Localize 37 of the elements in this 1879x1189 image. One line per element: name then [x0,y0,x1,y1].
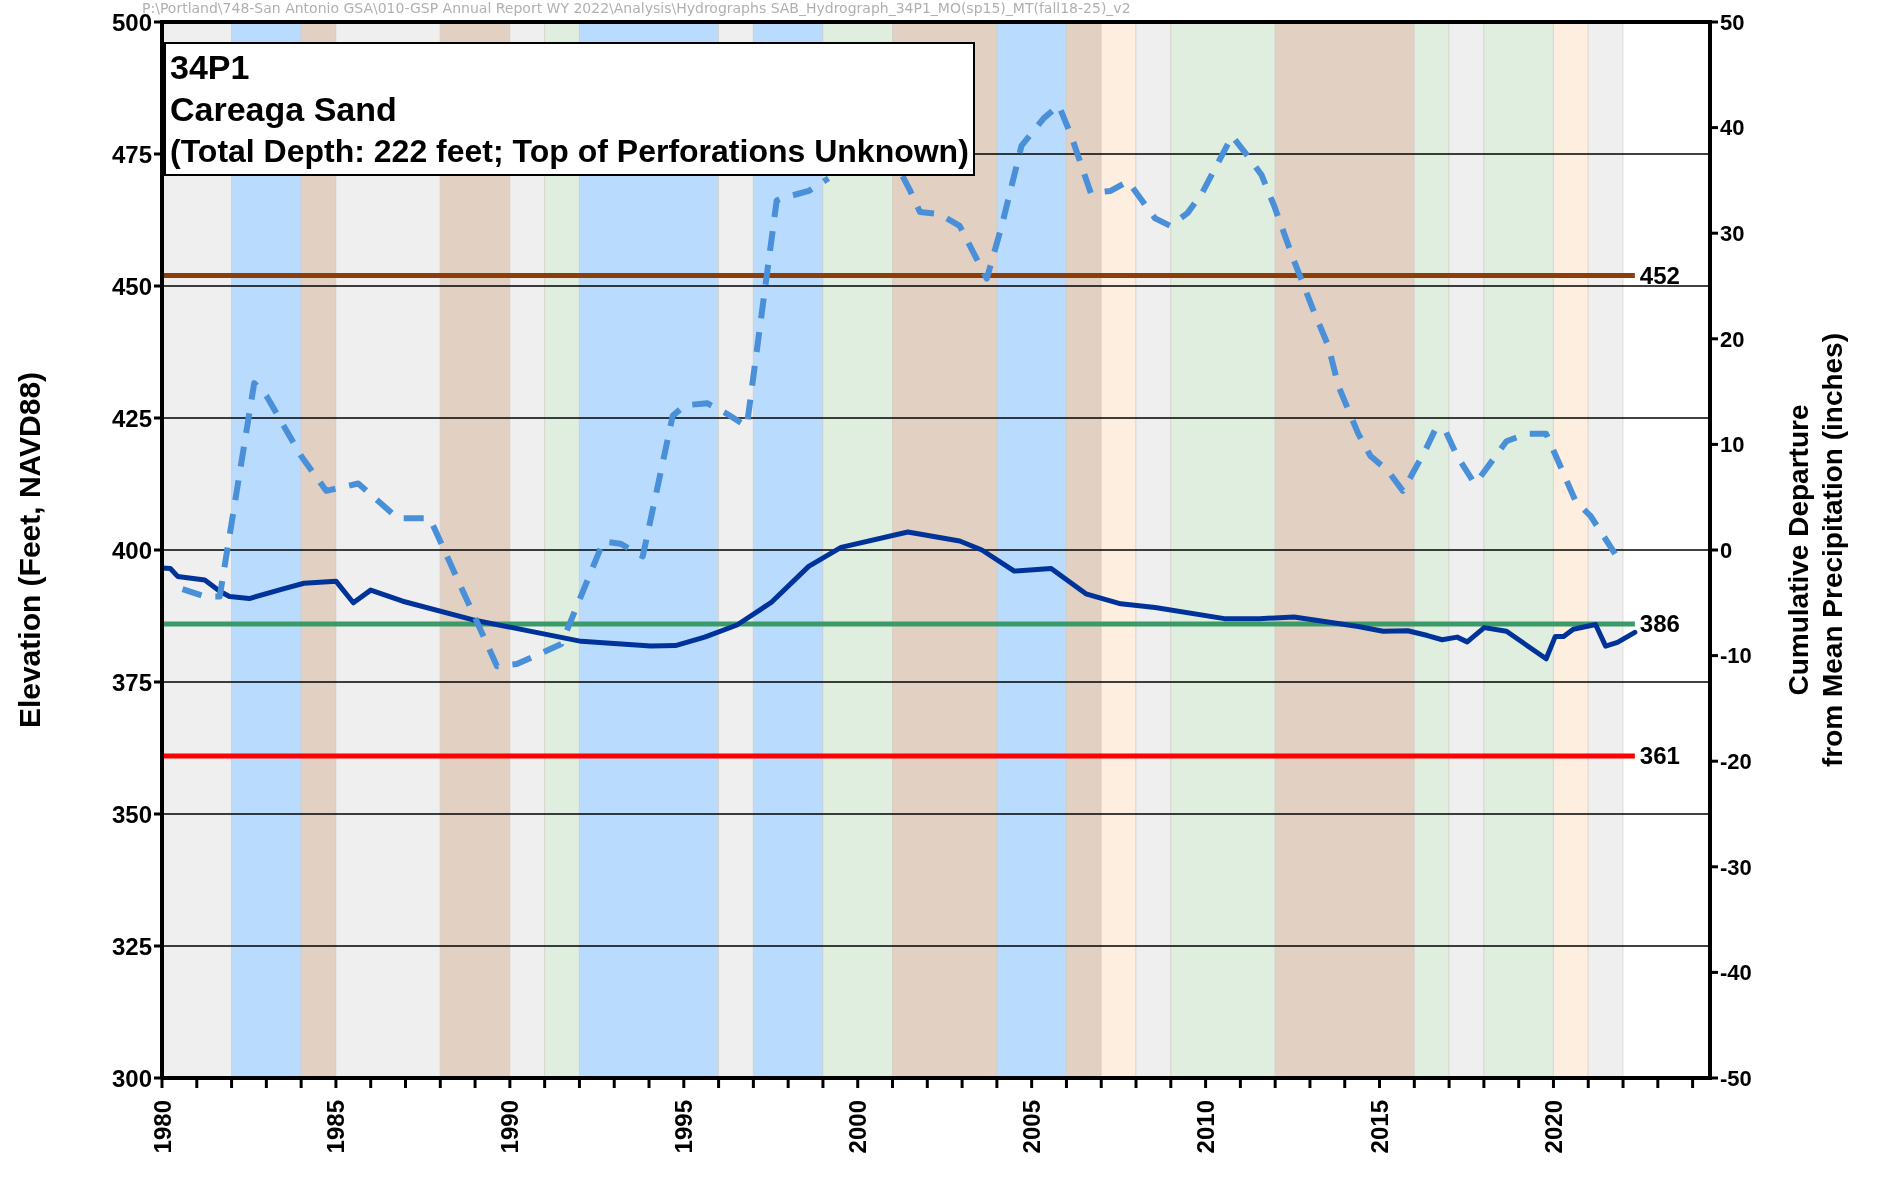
annotation: (Total Depth: 222 feet; Top of Perforations Unknown) [170,132,969,171]
y-tick-label: 375 [111,668,152,696]
y2-tick-label: 0 [1720,537,1733,563]
x-tick-label: 1980 [148,1100,176,1154]
text: P:\Portland\748-San Antonio GSA\010-GSP Annual Report WY 2022\Analysis\Hydrographs SAB_Hydrograph_34P1_MO(sp15)_MT(fall18-25)_v2 [142,0,1131,16]
y-tick-label: 400 [111,536,152,564]
y2-tick-label: -40 [1720,960,1752,986]
y-tick-label: 300 [111,1064,152,1092]
y2-tick-label: 20 [1720,326,1745,352]
text: 34P1 [170,47,251,88]
y-tick-label: 475 [111,140,152,168]
y2-tick-label: 40 [1720,115,1745,141]
y2-tick-label: -10 [1720,643,1752,669]
y2-tick-label: -30 [1720,854,1752,880]
y-tick-label: 325 [111,932,152,960]
y2-tick-label: -20 [1720,749,1752,775]
y2-tick-label: 10 [1720,432,1745,458]
x-tick-label: 1990 [496,1100,524,1154]
x-tick-label: 2020 [1539,1100,1567,1154]
x-tick-label: 2000 [844,1100,872,1154]
ref-line-label: 452 [1639,261,1680,289]
x-tick-label: 1995 [670,1100,698,1154]
y-tick-label: 425 [111,404,152,432]
x-tick-label: 2015 [1366,1100,1394,1154]
y2-axis-title: Cumulative Departure from Mean Precipitation (inches) [1783,332,1848,768]
ref-line-label: 361 [1639,742,1680,770]
y2-tick-label: 50 [1720,9,1745,35]
x-tick-label: 2010 [1192,1100,1220,1154]
x-tick-label: 2005 [1018,1100,1046,1154]
text: Careaga Sand [170,89,398,130]
y-tick-label: 350 [111,800,152,828]
y2-tick-label: 30 [1720,221,1745,247]
x-tick-label: 1985 [322,1100,350,1154]
y2-tick-label: -50 [1720,1065,1752,1091]
y-axis-title: Elevation (Feet, NAVD88) [13,371,46,729]
y-tick-label: 450 [111,272,152,300]
ref-line-label: 386 [1639,610,1680,638]
